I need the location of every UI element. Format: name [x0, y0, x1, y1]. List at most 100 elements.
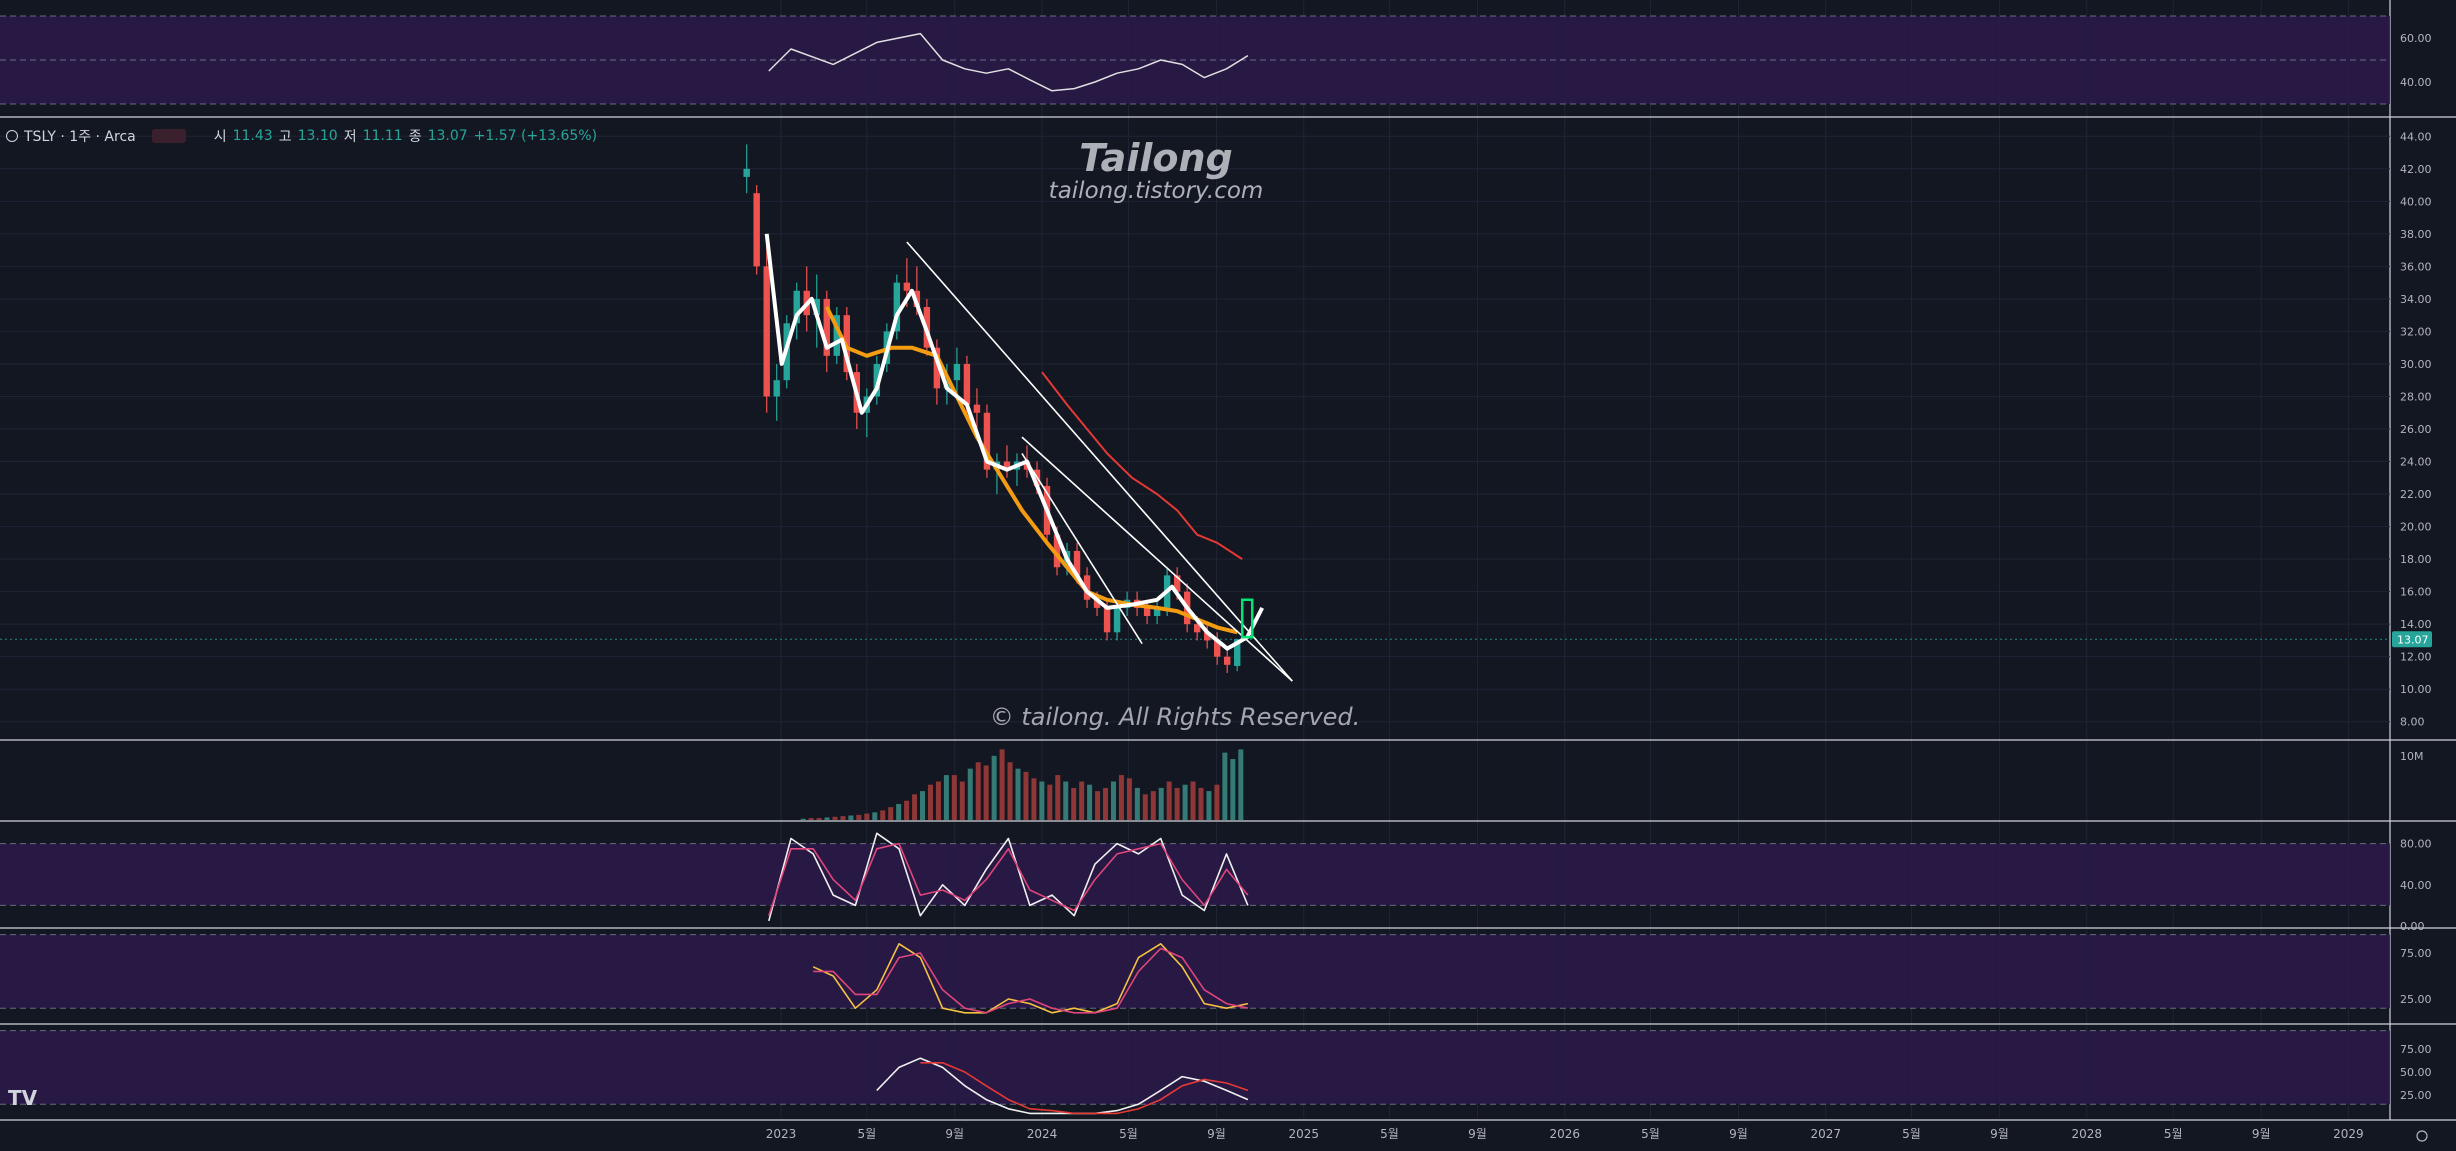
price-tick-15: 14.00	[2400, 618, 2432, 631]
candle-body-37	[1113, 607, 1121, 633]
volume-bar-35	[1079, 781, 1085, 820]
x-tick-7: 5월	[1380, 1127, 1399, 1141]
volume-bar-36	[1087, 784, 1093, 820]
price-tick-3: 38.00	[2400, 228, 2432, 241]
price-tick-1: 42.00	[2400, 163, 2432, 176]
candle-body-33	[1073, 550, 1081, 576]
volume-bar-49	[1190, 781, 1196, 820]
x-tick-3: 2024	[1027, 1127, 1058, 1141]
tradingview-logo-icon[interactable]: TV	[8, 1086, 38, 1110]
change-value: +1.57 (+13.65%)	[473, 128, 598, 144]
volume-bar-22	[975, 762, 981, 820]
x-tick-17: 9월	[2252, 1127, 2271, 1141]
close-value: 13.07	[427, 128, 468, 144]
candle-body-34	[1083, 575, 1091, 600]
x-tick-14: 9월	[1990, 1127, 2009, 1141]
stoch-rsi-tick-0: 75.00	[2400, 947, 2432, 960]
low-value: 11.11	[362, 128, 403, 144]
x-tick-4: 5월	[1119, 1127, 1138, 1141]
oscillator-band	[0, 1030, 2390, 1105]
volume-bar-14	[912, 794, 918, 820]
volume-bar-55	[1238, 749, 1244, 820]
volume-bar-45	[1158, 787, 1164, 820]
high-value: 13.10	[297, 128, 338, 144]
x-tick-0: 2023	[766, 1127, 797, 1141]
candle-body-0	[743, 168, 750, 177]
rsi-tick-1: 40.00	[2400, 76, 2432, 89]
candle-body-31	[1053, 534, 1061, 568]
candle-body-49	[1234, 639, 1241, 666]
volume-bar-11	[888, 807, 894, 820]
symbol-title[interactable]: TSLY · 1주 · Arca	[24, 129, 136, 145]
volume-bar-17	[935, 781, 941, 820]
price-tick-18: 8.00	[2400, 716, 2425, 729]
x-tick-1: 5월	[857, 1127, 876, 1141]
candle-body-3	[773, 380, 780, 397]
stoch-rsi-band	[0, 934, 2390, 1009]
candle-body-41	[1153, 607, 1161, 617]
volume-bar-23	[983, 765, 989, 820]
candle-body-2	[763, 266, 770, 397]
volume-bar-7	[856, 814, 862, 820]
candle-body-22	[963, 363, 971, 405]
volume-bar-27	[1015, 768, 1021, 820]
stochastic-band	[0, 843, 2390, 906]
x-tick-12: 2027	[1810, 1127, 1841, 1141]
candle-body-43	[1173, 575, 1181, 592]
rsi-line	[768, 32, 1249, 92]
candle-body-23	[973, 404, 981, 413]
volume-bar-50	[1198, 787, 1204, 820]
price-tick-16: 12.00	[2400, 651, 2432, 664]
x-tick-8: 9월	[1468, 1127, 1487, 1141]
volume-bar-54	[1230, 759, 1236, 820]
x-tick-15: 2028	[2071, 1127, 2102, 1141]
price-tick-8: 28.00	[2400, 390, 2432, 403]
close-label: 종	[408, 129, 422, 145]
volume-bar-13	[904, 800, 910, 820]
candle-body-1	[753, 193, 760, 267]
highlight-box	[1240, 598, 1254, 639]
volume-bar-38	[1103, 787, 1109, 820]
last-price-tag	[2392, 631, 2432, 648]
price-tick-5: 34.00	[2400, 293, 2432, 306]
candle-body-13	[873, 363, 881, 397]
x-tick-18: 2029	[2333, 1127, 2364, 1141]
price-tick-14: 16.00	[2400, 586, 2432, 599]
volume-bar-4	[832, 816, 838, 820]
symbol-logo-icon	[6, 130, 18, 142]
stochastic-tick-1: 40.00	[2400, 879, 2432, 892]
volume-bar-30	[1039, 781, 1045, 820]
candle-body-45	[1193, 624, 1201, 633]
volume-bar-25	[999, 749, 1005, 820]
volume-bar-39	[1110, 781, 1116, 820]
volume-bar-37	[1095, 791, 1101, 820]
candle-body-26	[1003, 461, 1011, 470]
x-tick-5: 9월	[1207, 1127, 1226, 1141]
volume-bar-9	[872, 812, 878, 820]
trendline-1	[1021, 436, 1293, 682]
candle-body-36	[1103, 607, 1111, 633]
volume-bar-31	[1047, 784, 1053, 820]
volume-bar-24	[991, 755, 997, 820]
candle-body-19	[933, 347, 941, 389]
watermark-site: tailong.tistory.com	[1048, 178, 1264, 204]
high-label: 고	[278, 129, 292, 145]
stoch-rsi-line-0	[812, 942, 1249, 1014]
oscillator-line-1	[920, 1062, 1249, 1115]
volume-bar-43	[1142, 794, 1148, 820]
open-label: 시	[213, 129, 227, 145]
volume-bar-47	[1174, 787, 1180, 820]
candle-body-5	[793, 290, 800, 324]
candle-body-8	[823, 298, 830, 356]
volume-bar-1	[808, 818, 814, 820]
volume-bar-32	[1055, 775, 1061, 820]
candle-body-40	[1143, 607, 1151, 617]
volume-bar-33	[1063, 781, 1069, 820]
volume-tick-0: 10M	[2400, 750, 2424, 763]
volume-bar-46	[1166, 781, 1172, 820]
volume-bar-53	[1222, 752, 1228, 820]
volume-bar-20	[959, 781, 965, 820]
volume-bar-48	[1182, 784, 1188, 820]
